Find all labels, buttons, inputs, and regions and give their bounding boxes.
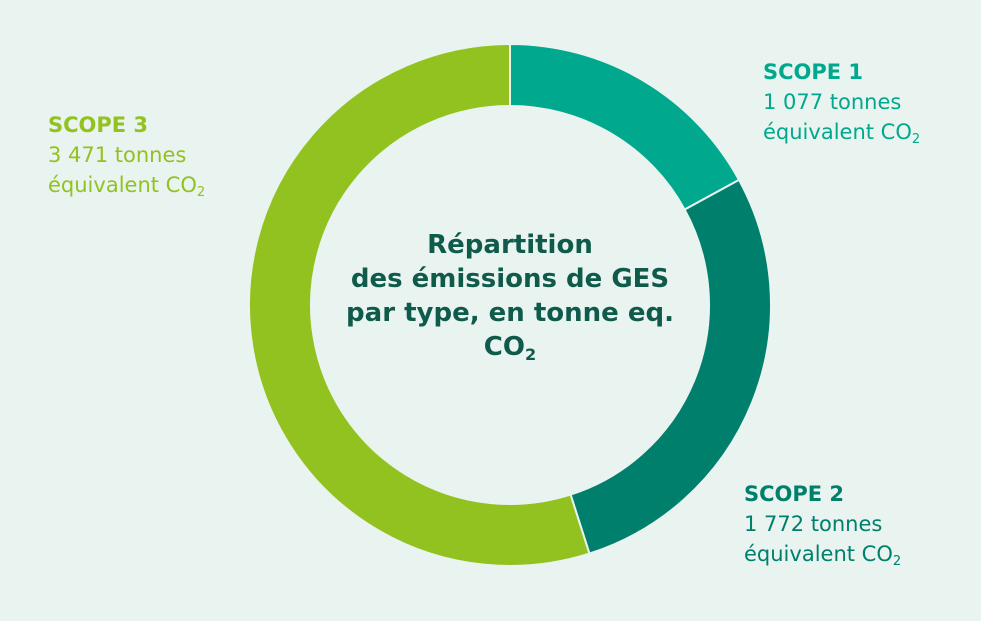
label-scope-3: SCOPE 3 3 471 tonnes équivalent CO2 bbox=[48, 110, 205, 208]
label-scope-1-name: SCOPE 1 bbox=[763, 60, 864, 84]
chart-title-co2: CO bbox=[483, 332, 525, 362]
label-scope-2-value: 1 772 tonnes bbox=[744, 512, 883, 536]
chart-title-co2-sub: 2 bbox=[524, 344, 537, 364]
chart-title-line-2: des émissions de GES bbox=[350, 264, 670, 294]
chart-title-line-4: CO2 bbox=[330, 330, 690, 372]
chart-title: Répartition des émissions de GES par typ… bbox=[330, 228, 690, 372]
label-scope-3-name: SCOPE 3 bbox=[48, 113, 149, 137]
label-scope-1-value: 1 077 tonnes bbox=[763, 90, 902, 114]
label-scope-3-unit-text: équivalent CO bbox=[48, 173, 197, 197]
label-scope-2-unit: équivalent CO2 bbox=[744, 539, 901, 577]
label-scope-1-unit: équivalent CO2 bbox=[763, 117, 920, 155]
chart-title-line-3: par type, en tonne eq. bbox=[346, 298, 674, 328]
donut-slice-scope-2 bbox=[569, 178, 772, 555]
label-scope-1-unit-text: équivalent CO bbox=[763, 120, 912, 144]
donut-slice-scope-1 bbox=[509, 42, 741, 211]
label-scope-3-value: 3 471 tonnes bbox=[48, 143, 187, 167]
label-scope-3-unit: équivalent CO2 bbox=[48, 170, 205, 208]
label-scope-1-unit-sub: 2 bbox=[911, 131, 921, 147]
donut-slice-scope-3 bbox=[248, 42, 591, 567]
label-scope-2-name: SCOPE 2 bbox=[744, 482, 845, 506]
label-scope-2-unit-sub: 2 bbox=[892, 553, 902, 569]
label-scope-2-unit-text: équivalent CO bbox=[744, 542, 893, 566]
label-scope-2: SCOPE 2 1 772 tonnes équivalent CO2 bbox=[744, 479, 901, 577]
chart-title-line-1: Répartition bbox=[427, 230, 593, 260]
label-scope-1: SCOPE 1 1 077 tonnes équivalent CO2 bbox=[763, 57, 920, 155]
label-scope-3-unit-sub: 2 bbox=[196, 184, 206, 200]
